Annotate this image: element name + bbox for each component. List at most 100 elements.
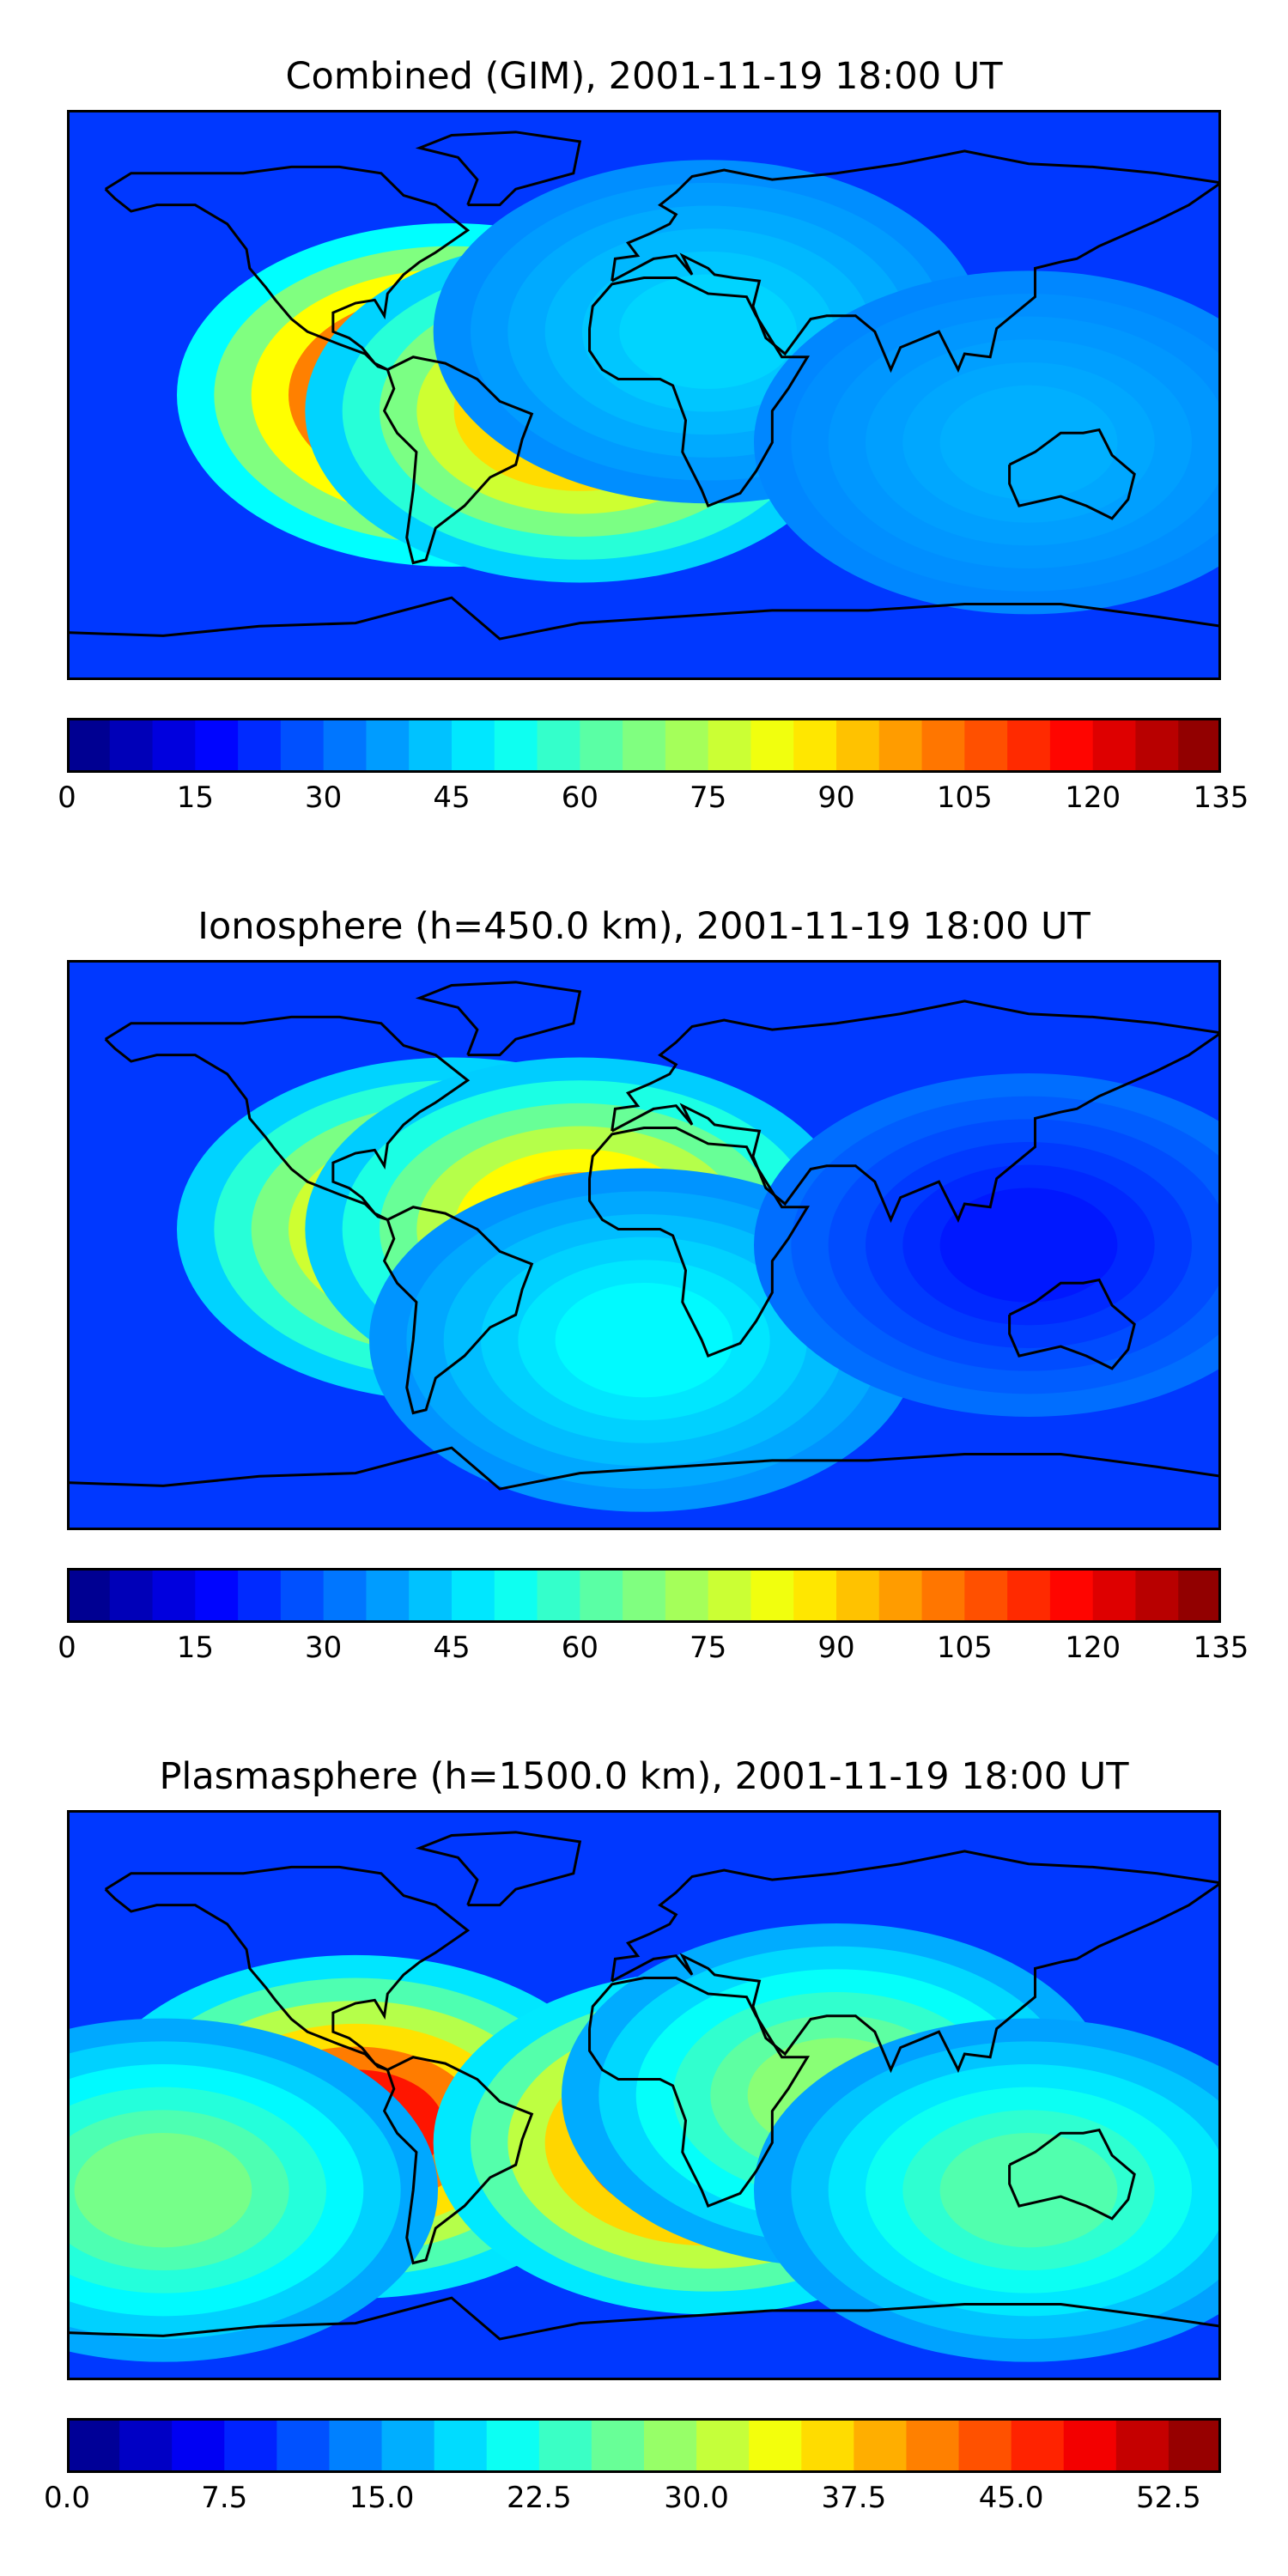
colorbar-level-19 [878, 1568, 923, 1623]
colorbar-level-4 [276, 2418, 331, 2473]
map-frame [67, 110, 1221, 680]
coastline-south-america [382, 1206, 534, 1415]
colorbar-level-16 [750, 1568, 794, 1623]
colorbar-ionosphere [67, 1568, 1221, 1623]
colorbar-level-22 [1007, 1568, 1051, 1623]
colorbar-level-4 [238, 1568, 282, 1623]
colorbar-level-4 [238, 718, 282, 773]
colorbar-level-13 [749, 2418, 802, 2473]
colorbar-level-10 [494, 1568, 538, 1623]
colorbar-level-7 [434, 2418, 488, 2473]
colorbar-level-15 [854, 2418, 908, 2473]
coastline-greenland [415, 131, 582, 207]
colorbar-tick-label: 37.5 [821, 2481, 887, 2515]
coastline-antarctica [67, 2296, 1221, 2341]
colorbar-level-17 [958, 2418, 1012, 2473]
colorbar-level-11 [537, 1568, 580, 1623]
colorbar-tick-label: 60 [561, 781, 598, 815]
colorbar-level-0 [67, 2418, 120, 2473]
colorbar-level-12 [580, 718, 623, 773]
coastline-south-america [382, 355, 534, 565]
colorbar-level-2 [152, 1568, 196, 1623]
coastline-eurasia [611, 149, 1221, 374]
colorbar-level-20 [921, 718, 965, 773]
colorbar-tick-label: 30 [305, 781, 343, 815]
colorbar-level-23 [1049, 718, 1094, 773]
colorbar-level-5 [329, 2418, 383, 2473]
colorbar-tick-label: 0.0 [43, 2481, 91, 2515]
coastline-australia [1008, 428, 1136, 520]
coastline-africa [588, 276, 811, 508]
coastline-greenland [415, 1831, 582, 1907]
colorbar-level-6 [323, 1568, 368, 1623]
colorbar-tick-label: 105 [936, 1631, 993, 1665]
colorbar-level-22 [1007, 718, 1051, 773]
colorbar-level-6 [381, 2418, 435, 2473]
colorbar-level-5 [280, 718, 325, 773]
colorbar-level-20 [1115, 2418, 1170, 2473]
tec-contour-3-5 [939, 1188, 1118, 1303]
colorbar-level-17 [793, 718, 837, 773]
colorbar-tick-label: 90 [817, 1631, 855, 1665]
colorbar-level-3 [224, 2418, 277, 2473]
colorbar-level-13 [623, 1568, 666, 1623]
colorbar-frame [67, 2418, 1221, 2473]
map-frame [67, 960, 1221, 1530]
colorbar-frame [67, 718, 1221, 773]
colorbar-level-25 [1135, 1568, 1179, 1623]
colorbar-level-5 [280, 1568, 325, 1623]
coastline-antarctica [67, 1446, 1221, 1491]
coastline-south-america [382, 2056, 534, 2265]
colorbar-level-1 [119, 2418, 173, 2473]
colorbar-level-11 [644, 2418, 697, 2473]
colorbar-level-15 [708, 718, 752, 773]
colorbar-level-0 [67, 1568, 111, 1623]
colorbar-level-9 [538, 2418, 592, 2473]
colorbar-level-18 [836, 1568, 880, 1623]
tec-contour-2-5 [619, 274, 798, 389]
colorbar-level-19 [1063, 2418, 1117, 2473]
colorbar-level-2 [152, 718, 196, 773]
colorbar-tick-label: 135 [1193, 781, 1249, 815]
colorbar-level-20 [921, 1568, 965, 1623]
coastline-north-america [104, 1015, 471, 1221]
colorbar-level-15 [708, 1568, 752, 1623]
panel-title-plasmasphere: Plasmasphere (h=1500.0 km), 2001-11-19 1… [159, 1755, 1129, 1798]
coastline-antarctica [67, 596, 1221, 641]
colorbar-level-8 [409, 1568, 453, 1623]
colorbar-level-13 [623, 718, 666, 773]
colorbar-tick-label: 120 [1065, 781, 1121, 815]
colorbar-tick-label: 45.0 [978, 2481, 1044, 2515]
coastline-eurasia [611, 999, 1221, 1224]
colorbar-level-9 [452, 718, 495, 773]
colorbar-level-14 [665, 718, 709, 773]
colorbar-combined [67, 718, 1221, 773]
colorbar-level-24 [1092, 1568, 1137, 1623]
tec-map-combined [67, 110, 1221, 680]
colorbar-level-21 [964, 1568, 1008, 1623]
colorbar-tick-label: 15 [176, 781, 214, 815]
coastline-north-america [104, 165, 471, 371]
colorbar-level-6 [323, 718, 368, 773]
colorbar-tick-label: 7.5 [201, 2481, 248, 2515]
coastline-africa [588, 1127, 811, 1358]
map-frame [67, 1810, 1221, 2380]
colorbar-level-12 [580, 1568, 623, 1623]
colorbar-tick-label: 60 [561, 1631, 598, 1665]
colorbar-level-3 [195, 1568, 239, 1623]
colorbar-tick-label: 45 [433, 781, 471, 815]
colorbar-level-26 [1178, 718, 1221, 773]
colorbar-tick-label: 22.5 [506, 2481, 572, 2515]
colorbar-level-18 [836, 718, 880, 773]
tec-contour-4-5 [939, 2133, 1118, 2248]
colorbar-tick-label: 0 [58, 1631, 76, 1665]
colorbar-level-21 [1168, 2418, 1221, 2473]
colorbar-level-9 [452, 1568, 495, 1623]
tec-contour-2-5 [555, 1283, 733, 1398]
colorbar-tick-label: 52.5 [1136, 2481, 1201, 2515]
colorbar-level-23 [1049, 1568, 1094, 1623]
colorbar-level-24 [1092, 718, 1137, 773]
colorbar-tick-label: 90 [817, 781, 855, 815]
colorbar-level-14 [801, 2418, 854, 2473]
colorbar-level-10 [591, 2418, 645, 2473]
